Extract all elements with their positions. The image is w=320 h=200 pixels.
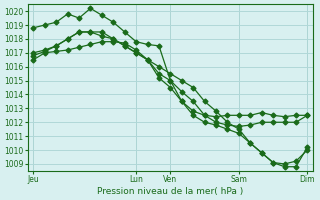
X-axis label: Pression niveau de la mer( hPa ): Pression niveau de la mer( hPa ) [97, 187, 244, 196]
